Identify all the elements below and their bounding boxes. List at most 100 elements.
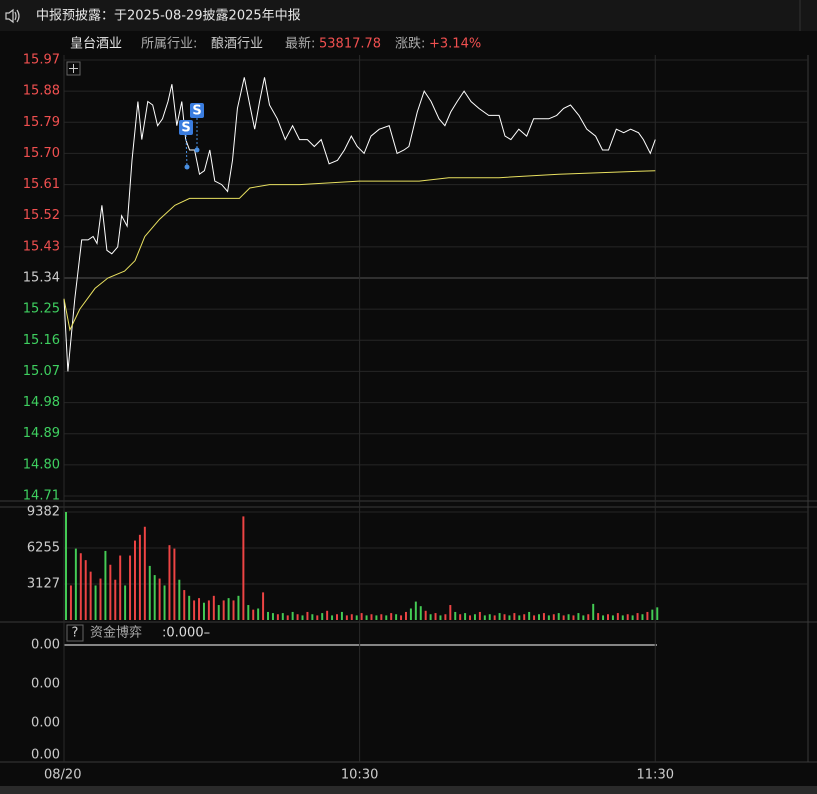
volume-bar [572,615,575,620]
volume-bar [301,615,304,620]
flow-tick-label: 0.00 [31,748,60,763]
volume-bar [345,615,348,620]
y-tick-label: 15.61 [23,177,60,192]
volume-bar [503,614,506,620]
volume-bar [148,565,151,620]
volume-bar [84,560,87,620]
volume-bar [607,614,609,620]
volume-bar [542,613,545,620]
price-line [63,170,656,332]
crosshair-button[interactable] [66,61,81,76]
marker-stem [185,134,188,168]
volume-bar [124,585,127,620]
volume-bar [340,611,343,620]
volume-bar [74,548,77,620]
volume-bar [533,615,536,620]
notice-bar [0,0,817,31]
y-tick-label: 15.52 [23,208,60,223]
volume-bar [380,614,383,620]
volume-bar [611,615,614,620]
marker-label: S [181,121,190,136]
volume-bar [464,613,467,620]
volume-bar [257,608,260,620]
volume-bar [276,614,279,620]
latest-label: 最新: [285,36,315,52]
volume-bar [227,598,230,620]
volume-bar [557,613,560,620]
volume-bar [621,615,624,620]
volume-bar [79,553,82,620]
volume-bar [114,579,117,620]
volume-bar [286,615,289,620]
volume-bar [513,613,516,620]
y-tick-label: 15.34 [23,271,60,286]
volume-bar [89,571,92,620]
y-tick-label: 15.16 [23,333,60,348]
volume-bar [567,614,570,620]
volume-bar [547,615,550,620]
volume-bar [153,575,156,620]
volume-bar [375,615,378,620]
volume-bar [119,555,122,620]
volume-bar [212,595,215,620]
flow-value: :0.000– [162,626,210,641]
volume-bar [592,603,595,620]
volume-bar [331,615,334,620]
volume-bar [355,615,358,620]
volume-bar [582,615,585,620]
volume-bar [222,600,225,620]
y-tick-label: 9382 [27,505,60,520]
volume-bar [469,615,472,620]
y-tick-label: 15.25 [23,302,60,317]
volume-bar [518,615,521,620]
y-tick-label: 3127 [27,577,60,592]
volume-bar [429,614,432,620]
volume-bar [552,614,555,620]
status-bar [0,786,817,794]
help[interactable]: ? [72,626,79,641]
volume-bar [434,613,437,620]
volume-bar [498,613,501,620]
volume-bar [133,540,136,620]
speaker-icon[interactable] [5,8,20,24]
volume-bar [232,600,235,620]
volume-bar [395,614,398,620]
volume-bar [478,611,481,620]
volume-bar [247,605,250,620]
help-box[interactable] [66,624,84,642]
y-tick-label: 15.07 [23,364,60,379]
volume-bar [143,526,146,620]
volume-bar [336,614,338,620]
volume-bar [193,600,196,620]
volume-bar [641,614,644,620]
volume-bar [198,598,201,620]
y-tick-label: 15.43 [23,239,60,254]
marker-label: S [192,104,201,119]
volume-bar [104,550,107,620]
y-tick-label: 14.98 [23,395,60,410]
volume-bar [483,615,486,620]
volume-bar [370,614,373,620]
volume-bar [99,578,102,620]
volume-bar [311,614,314,620]
volume-bar [202,602,205,620]
y-tick-label: 14.80 [23,457,60,472]
stock-name: 皇台酒业 [70,37,122,52]
volume-bar [281,613,284,620]
volume-bar [587,614,590,620]
volume-bar [94,585,97,620]
volume-bar [65,512,67,620]
volume-bar [656,607,659,620]
volume-bar [188,595,191,620]
volume-bar [350,614,353,620]
volume-bar [385,615,388,620]
volume-bar [538,614,540,620]
volume-bar [424,610,427,620]
volume-bar [528,611,531,620]
y-tick-label: 15.79 [23,115,60,130]
volume-bar [404,611,407,620]
volume-bar [316,615,319,620]
volume-bar [602,615,605,620]
